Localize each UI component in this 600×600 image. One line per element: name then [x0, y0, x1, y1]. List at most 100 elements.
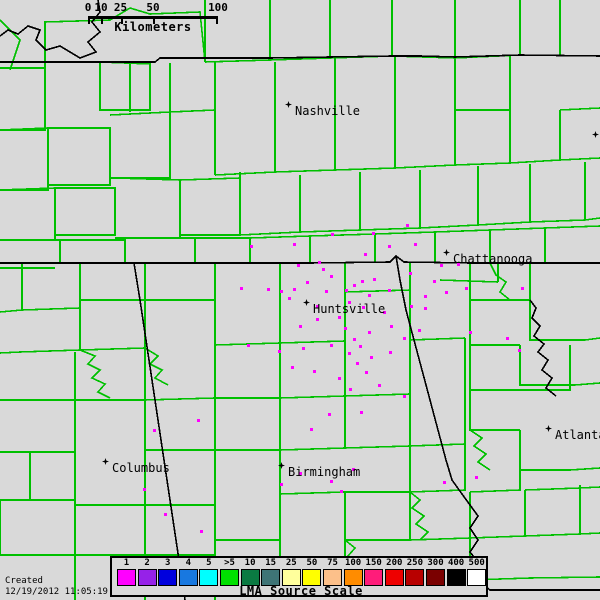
city-marker-icon [443, 249, 450, 256]
lma-source-point [344, 327, 347, 330]
legend-entry-swatch [364, 569, 384, 586]
lma-source-point [338, 377, 341, 380]
legend-entry-label: 100 [344, 558, 362, 568]
lma-source-point [424, 307, 427, 310]
lma-source-point [403, 395, 406, 398]
lma-source-point [372, 232, 375, 235]
scale-tick-label-25: 25 [113, 1, 128, 14]
lma-source-point [364, 253, 367, 256]
city-label: Nashville [295, 104, 361, 118]
city-marker-icon [278, 462, 285, 469]
legend-entry-250[interactable]: 250 [404, 558, 425, 586]
legend-entry-300[interactable]: 300 [425, 558, 446, 586]
lma-source-point [280, 290, 283, 293]
legend-entry-swatch [261, 569, 281, 586]
legend-entry-25[interactable]: 25 [281, 558, 302, 586]
scale-tick-label-50: 50 [146, 1, 160, 14]
lma-source-point [469, 331, 472, 334]
lma-source-point [390, 325, 393, 328]
lma-source-point [518, 349, 521, 352]
legend-entry-label: 3 [164, 558, 171, 568]
legend-entry-50[interactable]: 50 [301, 558, 322, 586]
legend-entry-4[interactable]: 4 [178, 558, 199, 586]
lma-source-point [353, 284, 356, 287]
lma-source-point [403, 337, 406, 340]
scale-tick-label-0: 0 [84, 1, 92, 14]
lma-source-point [349, 388, 352, 391]
lma-source-point [362, 306, 365, 309]
legend-swatches: 1 2 3 4 5 >5 10 15 25 50 75 100 150 200 250 300 400 500 [112, 558, 487, 596]
legend-entry-swatch [178, 569, 198, 586]
legend-entry-2[interactable]: 2 [137, 558, 158, 586]
lma-source-point [521, 287, 524, 290]
legend-entry-label: 50 [306, 558, 318, 568]
lma-source-point [409, 272, 412, 275]
lma-source-point [331, 233, 334, 236]
legend-entry-label: 75 [327, 558, 338, 568]
lma-source-point [348, 352, 351, 355]
lma-source-point [465, 287, 468, 290]
city-label: Birmingham [288, 465, 361, 479]
legend-entry-swatch [302, 569, 322, 586]
lma-source-point [383, 311, 386, 314]
lma-source-point [388, 289, 391, 292]
lma-source-point [278, 350, 281, 353]
created-stamp: Created 12/19/2012 11:05:19 [5, 576, 108, 598]
legend-entry-200[interactable]: 200 [384, 558, 405, 586]
legend-entry-15[interactable]: 15 [260, 558, 281, 586]
lma-source-point [340, 490, 343, 493]
legend-entry-5[interactable]: 5 [198, 558, 219, 586]
lma-source-point [143, 488, 146, 491]
lma-sources-layer [143, 224, 524, 533]
created-label: Created [5, 576, 43, 586]
legend-entry-swatch [220, 569, 239, 586]
lma-source-point [506, 337, 509, 340]
lma-source-point [293, 288, 296, 291]
legend-entry-label: 25 [285, 558, 297, 568]
legend-entry-10[interactable]: 10 [240, 558, 261, 586]
lma-source-point [368, 331, 371, 334]
legend-entry-swatch [405, 569, 425, 586]
legend-entry-label: 15 [265, 558, 277, 568]
city-marker-icon [303, 299, 310, 306]
legend-entry-75[interactable]: 75 [322, 558, 343, 586]
lma-source-point [368, 294, 371, 297]
lma-source-point [318, 261, 321, 264]
lma-source-point [433, 280, 436, 283]
legend-entry-swatch [467, 569, 487, 586]
legend-entry-swatch [199, 569, 219, 586]
scale-tick-label-10: 10 [94, 1, 108, 14]
created-timestamp: 12/19/2012 11:05:19 [5, 587, 108, 597]
lma-source-point [352, 468, 355, 471]
lma-source-point [440, 264, 443, 267]
lma-source-point [410, 305, 413, 308]
scale-tick-100 [216, 16, 218, 24]
legend-entry-150[interactable]: 150 [363, 558, 384, 586]
legend-entry-label: 200 [386, 558, 403, 568]
lma-source-point [306, 281, 309, 284]
legend-entry-500[interactable]: 500 [466, 558, 487, 586]
legend-entry-1[interactable]: 1 [116, 558, 137, 586]
legend-entry-3[interactable]: 3 [157, 558, 178, 586]
legend-entry-100[interactable]: 100 [343, 558, 364, 586]
city-marker-icon [592, 131, 599, 138]
legend-entry-label: 2 [144, 558, 150, 568]
lma-source-point [164, 513, 167, 516]
legend-entry-gt5[interactable]: >5 [219, 558, 240, 586]
lma-source-point [353, 338, 356, 341]
lma-source-point [297, 264, 300, 267]
legend-panel[interactable]: 1 2 3 4 5 >5 10 15 25 50 75 100 150 200 250 300 400 500 L… [110, 556, 488, 598]
scale-bar-title: Kilometers [114, 20, 192, 34]
lma-source-point [360, 411, 363, 414]
lma-source-point [153, 429, 156, 432]
legend-entry-400[interactable]: 400 [446, 558, 467, 586]
lma-source-point [443, 481, 446, 484]
lma-source-point [302, 347, 305, 350]
lma-source-point [280, 483, 283, 486]
city-label: Chattanooga [453, 252, 533, 266]
legend-entry-swatch [137, 569, 157, 586]
city-label: Huntsville [313, 302, 386, 316]
scale-tick-25 [120, 16, 123, 24]
lma-source-point [328, 413, 331, 416]
